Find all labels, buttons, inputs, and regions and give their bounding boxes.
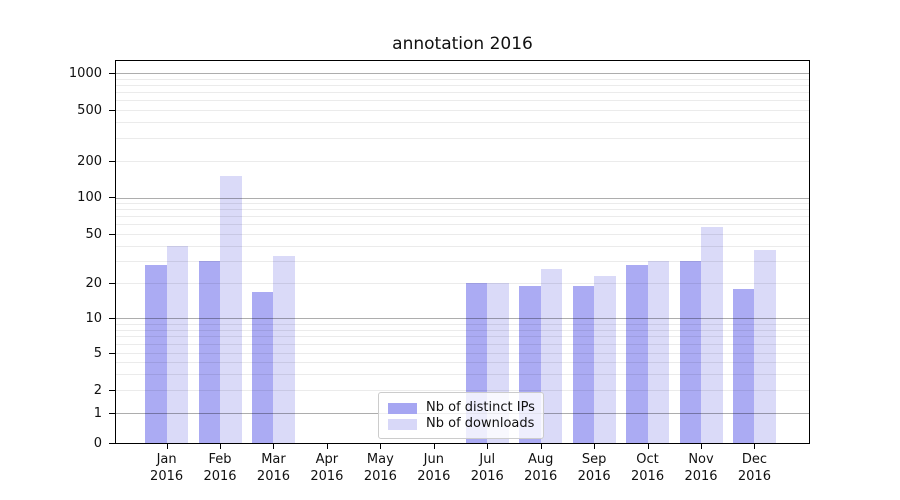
x-tick-label: Sep 2016 [577,452,611,484]
bar-downloads [540,269,563,444]
minor-gridline [116,336,809,338]
legend-item-distinct-ips: Nb of distinct IPs [388,400,535,416]
minor-gridline [116,329,809,331]
minor-gridline [116,246,809,247]
x-tick-label: Jan 2016 [150,452,184,484]
legend-label-distinct-ips: Nb of distinct IPs [426,400,535,415]
major-gridline [116,318,809,320]
minor-gridline [116,100,809,102]
x-tick-mark [326,444,328,449]
y-tick-mark [109,412,115,414]
x-tick-mark [273,444,275,449]
minor-gridline [116,234,809,235]
y-tick-label: 50 [85,226,102,242]
minor-gridline [116,323,809,325]
y-tick-mark [109,352,115,354]
bar-downloads [166,246,189,444]
x-tick-label: Apr 2016 [310,452,344,484]
y-tick-mark [109,160,115,162]
minor-gridline [116,216,809,218]
minor-gridline [116,209,809,211]
bar-distinct-ips [145,265,167,444]
minor-gridline [116,161,809,162]
y-tick-label: 1 [93,405,102,421]
x-tick-mark [487,444,489,449]
minor-gridline [116,373,809,375]
x-tick-label: Dec 2016 [737,452,771,484]
x-tick-label: Jun 2016 [417,452,451,484]
x-tick-label: May 2016 [363,452,397,484]
bar-downloads [220,176,242,444]
x-tick-label: Nov 2016 [684,452,718,484]
minor-gridline [116,362,809,364]
minor-gridline [116,85,809,87]
x-tick-mark [540,444,542,449]
y-tick-label: 2 [93,382,102,398]
legend-item-downloads: Nb of downloads [388,416,534,432]
legend-label-downloads: Nb of downloads [426,416,535,431]
y-tick-label: 10 [85,310,102,326]
legend: Nb of distinct IPs Nb of downloads [378,392,544,439]
major-gridline [116,73,809,75]
bar-downloads [594,275,616,444]
y-tick-label: 500 [77,102,102,118]
bar-distinct-ips [732,288,755,444]
x-tick-label: Oct 2016 [631,452,665,484]
minor-gridline [116,110,809,111]
bar-downloads [273,256,295,444]
y-tick-label: 20 [85,275,102,291]
bar-distinct-ips [679,261,701,444]
bar-distinct-ips [626,265,648,444]
x-tick-mark [594,444,596,449]
y-tick-label: 1000 [68,65,102,81]
x-tick-label: Jul 2016 [470,452,504,484]
minor-gridline [116,78,809,80]
y-tick-label: 200 [77,153,102,169]
minor-gridline [116,261,809,263]
minor-gridline [116,344,809,346]
chart-title: annotation 2016 [392,34,533,54]
y-tick-mark [109,389,115,391]
y-tick-mark [109,282,115,284]
x-tick-label: Aug 2016 [524,452,558,484]
minor-gridline [116,138,809,140]
y-tick-label: 0 [93,435,102,451]
y-tick-mark [109,233,115,235]
minor-gridline [116,390,809,391]
x-tick-label: Feb 2016 [203,452,237,484]
bar-distinct-ips [572,285,595,444]
minor-gridline [116,203,809,205]
minor-gridline [116,224,809,226]
major-gridline [116,197,809,199]
minor-gridline [116,283,809,285]
x-tick-label: Mar 2016 [256,452,291,484]
x-tick-mark [380,444,382,449]
y-tick-mark [109,317,115,319]
bar-downloads [701,227,723,444]
x-tick-mark [433,444,435,449]
x-tick-mark [754,444,756,449]
y-tick-label: 100 [77,190,102,206]
x-tick-mark [220,444,222,449]
bar-downloads [754,250,776,444]
legend-swatch-downloads [388,418,417,430]
x-tick-mark [647,444,649,449]
minor-gridline [116,122,809,124]
y-tick-mark [109,197,115,199]
bar-distinct-ips [198,261,221,444]
bar-distinct-ips [251,291,274,444]
y-tick-label: 5 [93,345,102,361]
legend-swatch-distinct-ips [388,402,417,414]
x-tick-mark [166,444,168,449]
y-tick-mark [109,72,115,74]
minor-gridline [116,353,809,355]
minor-gridline [116,92,809,94]
y-tick-mark [109,442,115,444]
bar-downloads [647,261,670,444]
x-tick-mark [701,444,702,449]
y-tick-mark [109,109,115,111]
